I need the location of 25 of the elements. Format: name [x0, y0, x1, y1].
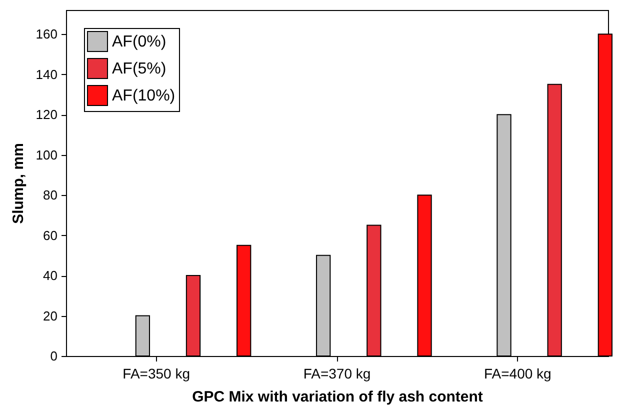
- legend-label: AF(10%): [112, 88, 176, 104]
- x-tick-label: FA=370 kg: [303, 366, 371, 382]
- y-tick-label: 100: [36, 147, 58, 162]
- bar: [417, 194, 432, 356]
- bar: [135, 315, 150, 356]
- y-tick-label: 40: [43, 268, 58, 284]
- legend-label: AF(0%): [112, 34, 166, 50]
- y-axis-title: Slump, mm: [10, 143, 27, 224]
- y-tick-label: 120: [36, 107, 58, 122]
- x-tick-label: FA=400 kg: [484, 366, 552, 382]
- y-tick-label: 140: [36, 66, 58, 82]
- y-tick-label: 80: [43, 188, 58, 203]
- y-tick-label: 0: [50, 348, 58, 364]
- y-tick-label: 60: [43, 228, 58, 243]
- legend-label: AF(5%): [112, 60, 166, 78]
- x-tick-label: FA=350 kg: [122, 366, 190, 382]
- bar: [186, 275, 201, 356]
- y-tick-label: 160: [36, 26, 58, 42]
- y-tick-label: 20: [43, 308, 58, 324]
- x-axis-title: GPC Mix with variation of fly ash content: [192, 388, 483, 406]
- bar: [496, 114, 512, 356]
- bar: [547, 84, 562, 356]
- bar: [236, 244, 252, 356]
- bar: [366, 224, 382, 356]
- bar: [316, 254, 331, 356]
